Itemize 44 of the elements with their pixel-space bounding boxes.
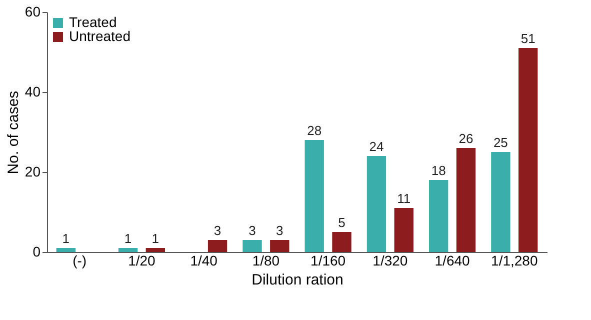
bar (270, 240, 290, 252)
data-label: 3 (248, 223, 256, 238)
y-tick-label: 60 (24, 4, 41, 20)
data-label: 28 (307, 123, 322, 138)
bar (304, 140, 324, 252)
x-tick-label: 1/1,280 (491, 252, 538, 268)
y-tick-label: 20 (24, 164, 41, 180)
data-label: 51 (520, 31, 536, 46)
data-label: 18 (431, 163, 446, 178)
x-tick-label: 1/320 (372, 252, 408, 268)
legend-label: Untreated (69, 28, 130, 44)
x-tick-label: 1/80 (252, 252, 280, 268)
data-label: 5 (338, 215, 346, 230)
x-tick-label: 1/160 (310, 252, 346, 268)
bar (428, 180, 448, 252)
x-tick-label: 1/640 (434, 252, 470, 268)
data-label: 1 (62, 231, 70, 246)
data-label: 24 (369, 139, 384, 154)
data-label: 25 (493, 135, 508, 150)
data-label: 11 (397, 191, 411, 206)
data-label: 3 (276, 223, 284, 238)
bar (366, 156, 386, 252)
bar (456, 148, 476, 252)
data-label: 1 (152, 231, 160, 246)
bar (518, 48, 538, 252)
x-tick-label: 1/20 (128, 252, 156, 268)
bar (332, 232, 352, 252)
x-axis-title: Dilution ration (252, 272, 344, 288)
bar (394, 208, 414, 252)
legend-label: Treated (69, 14, 117, 30)
bar (146, 248, 166, 252)
data-label: 26 (458, 131, 474, 146)
bar (118, 248, 138, 252)
y-tick-label: 0 (32, 244, 41, 260)
bar (491, 152, 510, 252)
data-label: 1 (124, 231, 132, 246)
x-tick-label: 1/40 (190, 252, 218, 268)
x-tick-label: (-) (72, 252, 87, 268)
data-label: 3 (214, 223, 222, 238)
y-tick-label: 40 (24, 84, 41, 100)
bar (208, 240, 228, 252)
y-axis-title: No. of cases (4, 90, 22, 174)
bar (242, 240, 262, 252)
bar (56, 248, 76, 252)
